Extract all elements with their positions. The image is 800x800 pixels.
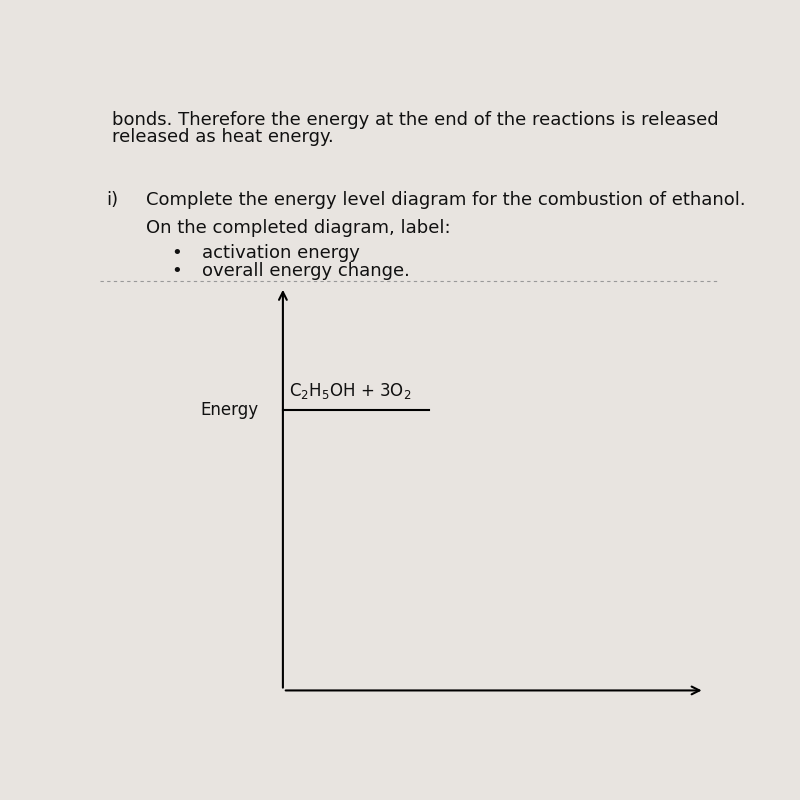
Text: On the completed diagram, label:: On the completed diagram, label: <box>146 219 451 238</box>
Text: i): i) <box>106 191 118 210</box>
Text: •: • <box>171 262 182 280</box>
Text: bonds. Therefore the energy at the end of the reactions is released: bonds. Therefore the energy at the end o… <box>112 111 719 130</box>
Text: released as heat energy.: released as heat energy. <box>112 128 334 146</box>
Text: overall energy change.: overall energy change. <box>202 262 410 280</box>
Text: •: • <box>171 244 182 262</box>
Text: Complete the energy level diagram for the combustion of ethanol.: Complete the energy level diagram for th… <box>146 191 746 210</box>
Text: activation energy: activation energy <box>202 244 360 262</box>
Text: C$_2$H$_5$OH + 3O$_2$: C$_2$H$_5$OH + 3O$_2$ <box>289 381 411 401</box>
Text: Energy: Energy <box>200 401 258 419</box>
